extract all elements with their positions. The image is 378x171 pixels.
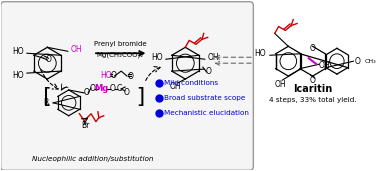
Text: O: O — [124, 88, 130, 97]
Text: O: O — [206, 67, 212, 76]
Text: R: R — [44, 98, 49, 107]
Text: C: C — [117, 84, 122, 94]
Text: OH: OH — [208, 53, 219, 62]
Text: Mild conditions: Mild conditions — [164, 80, 218, 86]
Text: O: O — [128, 72, 134, 81]
Text: O: O — [355, 57, 360, 66]
Text: CH₃: CH₃ — [365, 59, 377, 64]
Text: O: O — [90, 84, 96, 94]
Text: Prenyl bromide: Prenyl bromide — [94, 41, 147, 47]
Text: OH: OH — [71, 45, 82, 54]
Text: OH: OH — [170, 82, 181, 91]
Text: OH: OH — [319, 61, 330, 70]
Text: 4 steps, 33% total yield.: 4 steps, 33% total yield. — [269, 97, 356, 103]
Text: Br: Br — [81, 121, 90, 130]
Text: HO: HO — [254, 49, 266, 58]
Text: ]: ] — [134, 87, 147, 107]
Text: Broad substrate scope: Broad substrate scope — [164, 95, 245, 101]
Text: HO: HO — [12, 71, 24, 80]
Text: HO: HO — [151, 53, 163, 62]
Text: Nucleophilic addition/substitution: Nucleophilic addition/substitution — [32, 156, 154, 162]
Text: HO: HO — [100, 71, 112, 80]
Text: Mechanistic elucidation: Mechanistic elucidation — [164, 110, 249, 116]
Text: O: O — [110, 71, 116, 80]
Text: O: O — [45, 55, 51, 64]
FancyBboxPatch shape — [1, 2, 253, 170]
Text: Mg(CH₂COO)₂: Mg(CH₂COO)₂ — [97, 51, 144, 57]
Text: OH: OH — [275, 80, 287, 89]
Text: O: O — [110, 84, 115, 94]
Text: Icaritin: Icaritin — [293, 84, 332, 94]
Text: O: O — [310, 76, 316, 84]
Text: Mg: Mg — [94, 84, 109, 94]
Text: [: [ — [40, 87, 53, 107]
Text: O: O — [83, 88, 89, 97]
Text: HO: HO — [12, 47, 24, 56]
Text: O: O — [310, 44, 316, 53]
